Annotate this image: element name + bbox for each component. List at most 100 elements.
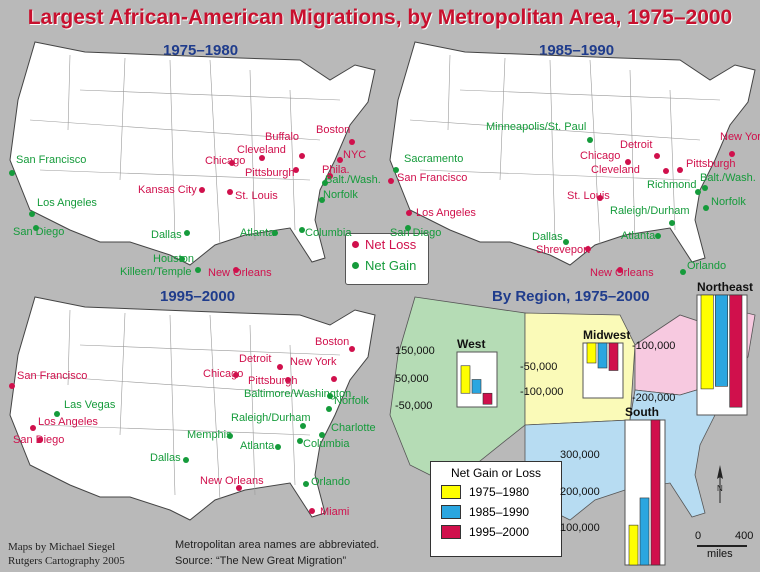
city-dot [625, 159, 631, 165]
city-label: San Francisco [397, 172, 468, 184]
city-dot [285, 377, 291, 383]
bar-midwest-1 [597, 342, 608, 369]
legend-gain-label: Net Gain [365, 258, 417, 273]
city-dot [227, 189, 233, 195]
city-dot [54, 411, 60, 417]
us-map-1985-1990 [389, 41, 756, 266]
city-label: New Orleans [590, 267, 654, 279]
city-label: Las Vegas [64, 399, 116, 411]
city-dot [655, 233, 661, 239]
tick-label: -100,000 [632, 340, 676, 353]
city-label: Miami [320, 506, 350, 518]
city-label: Baltimore/Washington [244, 388, 352, 400]
city-label: NYC [343, 149, 367, 161]
city-label: Norfolk [711, 196, 746, 208]
chart-legend-title: Net Gain or Loss [450, 466, 542, 480]
city-dot [272, 230, 278, 236]
city-dot [669, 220, 675, 226]
city-label: Cleveland [591, 164, 640, 176]
city-label: St. Louis [567, 190, 610, 202]
svg-text:N: N [717, 484, 723, 493]
city-dot [297, 438, 303, 444]
scale-max: 400 [735, 530, 754, 542]
scale-units: miles [707, 548, 733, 560]
city-dot [303, 481, 309, 487]
city-dot [30, 425, 36, 431]
city-label: San Diego [390, 227, 442, 239]
credit-line-1: Maps by Michael Siegel [8, 541, 116, 553]
region-name: South [625, 405, 659, 419]
city-dot [337, 157, 343, 163]
bar-south-0 [628, 524, 639, 566]
legend-series-label: 1975–1980 [469, 485, 530, 499]
city-label: San Francisco [16, 154, 87, 166]
panel-title: 1995–2000 [160, 288, 236, 305]
city-dot [585, 246, 591, 252]
city-label: Orlando [687, 260, 727, 272]
tick-label: 100,000 [560, 521, 600, 534]
city-label: Detroit [239, 353, 272, 365]
city-dot [729, 151, 735, 157]
scale-bar: 0 400 miles [695, 530, 754, 560]
city-dot [179, 256, 185, 262]
city-label: Pittsburgh [248, 375, 298, 387]
city-dot [597, 195, 603, 201]
gain-dot-icon [352, 262, 359, 269]
city-dot [563, 239, 569, 245]
city-label: Cleveland [237, 144, 286, 156]
city-dot [29, 211, 35, 217]
city-dot [702, 185, 708, 191]
city-label: Norfolk [334, 395, 369, 407]
legend-series-1: 1985–1990 [431, 502, 561, 522]
tick-label: -50,000 [395, 400, 433, 412]
city-dot [293, 167, 299, 173]
city-dot [299, 153, 305, 159]
city-label: Buffalo [265, 131, 300, 143]
city-label: Houston [153, 253, 194, 265]
city-dot [9, 170, 15, 176]
city-dot [349, 346, 355, 352]
panel-title: 1975–1980 [163, 42, 239, 59]
city-dot [680, 269, 686, 275]
city-label: Boston [315, 336, 350, 348]
city-dot [309, 508, 315, 514]
bar-south-2 [650, 419, 661, 566]
city-label: Boston [316, 124, 351, 136]
city-label: Atlanta [240, 227, 275, 239]
city-dot [259, 155, 265, 161]
tick-label: 200,000 [560, 485, 600, 498]
bar-west-0 [460, 365, 471, 394]
city-dot [331, 376, 337, 382]
region-chart-south [624, 419, 666, 566]
city-label: Los Angeles [37, 197, 97, 209]
city-label: Minneapolis/St. Paul [486, 121, 587, 133]
city-dot [277, 364, 283, 370]
city-label: Richmond [647, 179, 697, 191]
city-label: St. Louis [235, 190, 278, 202]
map-title: Largest African-American Migrations, by … [27, 6, 733, 29]
note-line-2: Source: “The New Great Migration” [175, 555, 347, 567]
legend-series-label: 1985–1990 [469, 505, 530, 519]
tick-label: -50,000 [520, 361, 558, 373]
bar-south-1 [639, 497, 650, 566]
city-label: New Orleans [208, 267, 272, 279]
region-chart-northeast [696, 294, 748, 416]
city-label: Killeen/Temple [120, 266, 192, 278]
tick-label: 50,000 [395, 372, 429, 385]
legend-series-label: 1995–2000 [469, 525, 530, 539]
city-label: Memphis [187, 429, 232, 441]
city-label: Shreveport [536, 244, 590, 256]
city-label: Dallas [532, 231, 563, 243]
city-label: Chicago [580, 150, 621, 162]
bar-northeast-1 [715, 294, 728, 387]
tick-label: -100,000 [520, 386, 564, 398]
region-chart-midwest [582, 342, 624, 399]
city-dot [319, 197, 325, 203]
city-dot [695, 189, 701, 195]
city-label: Chicago [203, 368, 244, 380]
city-dot [406, 210, 412, 216]
city-dot [654, 153, 660, 159]
city-label: Pittsburgh [686, 158, 736, 170]
city-label: New York [720, 131, 760, 143]
credit-line-2: Rutgers Cartography 2005 [8, 555, 125, 567]
